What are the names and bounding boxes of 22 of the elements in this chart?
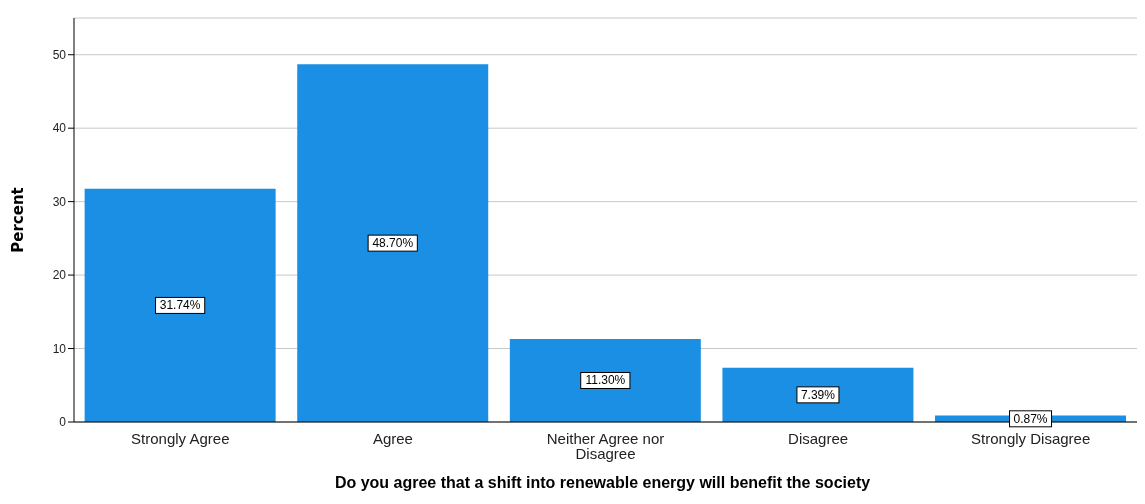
bar	[722, 367, 914, 422]
y-tick-label: 30	[52, 194, 67, 209]
data-label: 31.74%	[159, 298, 201, 313]
bar	[509, 339, 701, 422]
y-tick-label: 20	[52, 268, 67, 283]
x-tick-label: Strongly Agree	[131, 430, 230, 447]
x-tick-label: Neither Agree nor Disagree	[546, 430, 665, 462]
bar	[297, 64, 489, 422]
y-tick-label: 0	[59, 415, 67, 430]
bar	[84, 188, 276, 422]
x-axis-title: Do you agree that a shift into renewable energy will benefit the society	[333, 474, 872, 492]
y-tick-label: 40	[52, 121, 67, 136]
data-label: 11.30%	[585, 373, 626, 388]
data-label: 7.39%	[800, 387, 836, 402]
x-tick-label: Disagree	[788, 430, 849, 447]
x-tick-label: Agree	[372, 430, 413, 447]
y-tick-label: 50	[52, 47, 67, 62]
data-label: 48.70%	[372, 236, 414, 251]
x-tick-label: Strongly Disagree	[971, 430, 1091, 447]
y-axis-title: Percent	[9, 187, 28, 253]
y-tick-label: 10	[52, 341, 67, 356]
data-label: 0.87%	[1013, 411, 1048, 426]
